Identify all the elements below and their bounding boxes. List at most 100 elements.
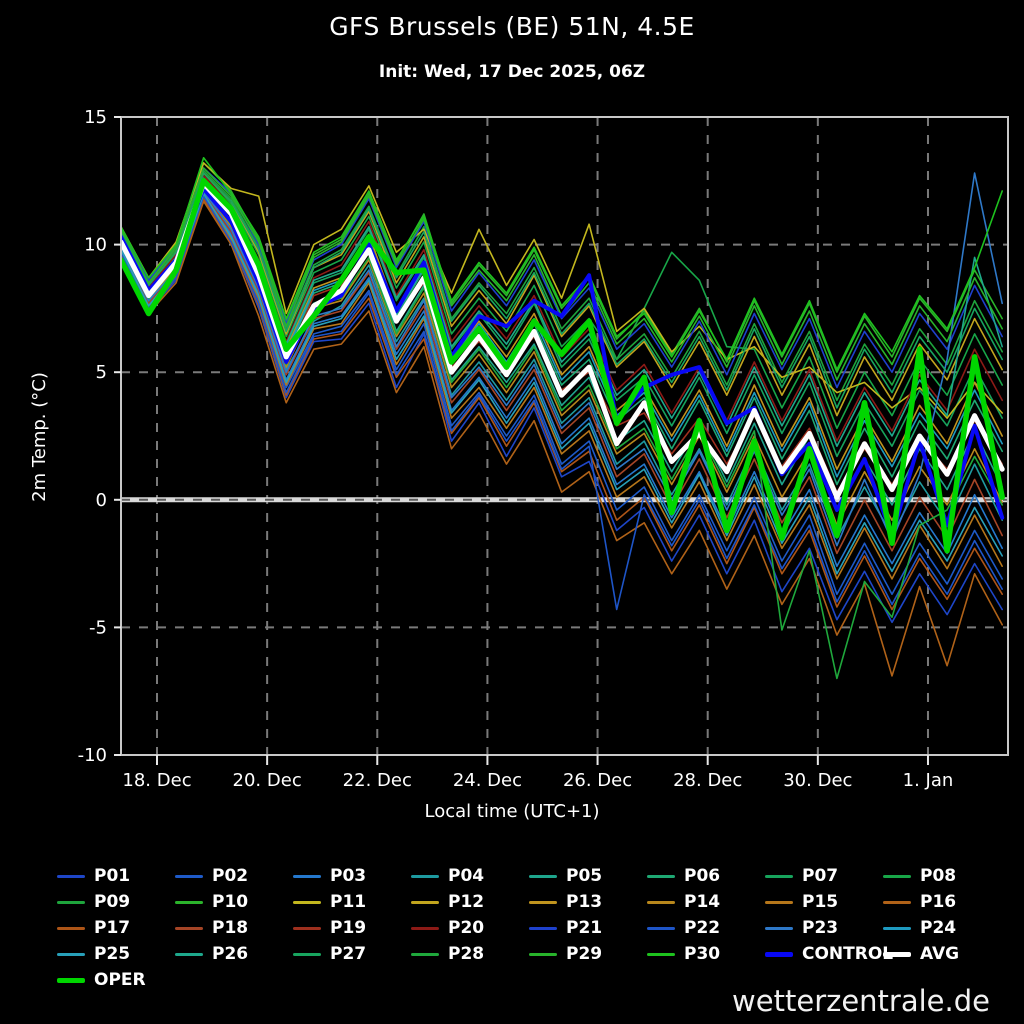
legend-item-p14: P14 (647, 892, 765, 912)
legend-item-p01: P01 (57, 866, 175, 886)
legend-swatch-p26 (175, 952, 203, 956)
x-axis-label: Local time (UTC+1) (424, 801, 600, 822)
legend-swatch-p08 (883, 874, 911, 878)
legend-label-p30: P30 (684, 944, 721, 964)
y-tick-label: 0 (96, 490, 107, 511)
legend-swatch-p02 (175, 874, 203, 878)
legend-item-avg: AVG (883, 944, 1001, 964)
series-group (121, 157, 1005, 680)
legend-item-p03: P03 (293, 866, 411, 886)
legend-swatch-p04 (411, 874, 439, 878)
legend-swatch-p16 (883, 900, 911, 904)
legend-item-p13: P13 (529, 892, 647, 912)
x-tick-label: 18. Dec (122, 770, 191, 791)
legend-swatch-p22 (647, 926, 675, 930)
legend-swatch-p07 (765, 874, 793, 878)
x-tick-label: 26. Dec (563, 770, 632, 791)
series-p10 (121, 162, 1004, 374)
legend-item-p30: P30 (647, 944, 765, 964)
legend-label-p05: P05 (566, 866, 603, 886)
series-p12 (121, 172, 1004, 417)
legend-label-p09: P09 (94, 892, 131, 912)
legend-swatch-p19 (293, 926, 321, 930)
legend-item-p26: P26 (175, 944, 293, 964)
x-tick-label: 28. Dec (673, 770, 742, 791)
legend-item-p29: P29 (529, 944, 647, 964)
legend-swatch-avg (883, 951, 911, 957)
legend-label-p08: P08 (920, 866, 957, 886)
legend-swatch-p12 (411, 900, 439, 904)
series-p11 (121, 162, 1004, 419)
y-tick-label: -10 (78, 745, 107, 766)
legend-label-p23: P23 (802, 918, 839, 938)
y-tick-label: 10 (84, 235, 107, 256)
legend-label-p25: P25 (94, 944, 131, 964)
legend-item-p15: P15 (765, 892, 883, 912)
legend-item-p04: P04 (411, 866, 529, 886)
legend-item-p07: P07 (765, 866, 883, 886)
legend-item-p20: P20 (411, 918, 529, 938)
legend-label-p13: P13 (566, 892, 603, 912)
legend-swatch-oper (57, 977, 85, 983)
legend-label-p11: P11 (330, 892, 367, 912)
legend-item-p08: P08 (883, 866, 1001, 886)
legend-item-p09: P09 (57, 892, 175, 912)
legend-swatch-p01 (57, 874, 85, 878)
legend-label-p27: P27 (330, 944, 367, 964)
legend-swatch-p11 (293, 900, 321, 904)
legend-label-p21: P21 (566, 918, 603, 938)
legend-label-p16: P16 (920, 892, 957, 912)
y-tick-label: 15 (84, 107, 107, 128)
y-tick-label: -5 (89, 617, 107, 638)
legend-label-control: CONTROL (802, 944, 894, 964)
legend-item-p21: P21 (529, 918, 647, 938)
legend-label-p19: P19 (330, 918, 367, 938)
legend-swatch-p23 (765, 926, 793, 930)
series-p25 (121, 192, 1004, 575)
legend-item-p05: P05 (529, 866, 647, 886)
legend-swatch-p28 (411, 952, 439, 956)
x-tick-label: 1. Jan (903, 770, 954, 791)
legend-item-p11: P11 (293, 892, 411, 912)
legend-swatch-p09 (57, 900, 85, 904)
legend-item-p24: P24 (883, 918, 1001, 938)
x-tick-label: 22. Dec (343, 770, 412, 791)
legend-label-p12: P12 (448, 892, 485, 912)
series-p09 (121, 169, 1004, 402)
chart-subtitle: Init: Wed, 17 Dec 2025, 06Z (378, 62, 646, 82)
legend-label-p10: P10 (212, 892, 249, 912)
legend-swatch-p18 (175, 926, 203, 930)
legend-label-p01: P01 (94, 866, 131, 886)
legend-swatch-p14 (647, 900, 675, 904)
legend-item-p18: P18 (175, 918, 293, 938)
legend-label-avg: AVG (920, 944, 960, 964)
legend-item-p10: P10 (175, 892, 293, 912)
legend-swatch-p21 (529, 926, 557, 930)
y-tick-label: 5 (96, 362, 107, 383)
legend-item-p27: P27 (293, 944, 411, 964)
legend: P01 P02 P03 P04 P05 P06 P07 P08 P09 P10 P11 P12 P13 P… (57, 866, 1009, 990)
watermark: wetterzentrale.de (732, 984, 990, 1018)
legend-label-p07: P07 (802, 866, 839, 886)
series-p27 (121, 172, 1004, 409)
legend-item-p22: P22 (647, 918, 765, 938)
legend-label-p18: P18 (212, 918, 249, 938)
legend-swatch-p06 (647, 874, 675, 878)
series-p08 (121, 172, 1004, 430)
x-tick-label: 30. Dec (783, 770, 852, 791)
legend-swatch-p30 (647, 952, 675, 956)
legend-label-p06: P06 (684, 866, 721, 886)
legend-item-oper: OPER (57, 970, 175, 990)
legend-swatch-p24 (883, 926, 911, 930)
legend-label-p02: P02 (212, 866, 249, 886)
series-p23 (121, 172, 1004, 547)
legend-swatch-control (765, 951, 793, 957)
legend-swatch-p10 (175, 900, 203, 904)
legend-label-p22: P22 (684, 918, 721, 938)
legend-label-p03: P03 (330, 866, 367, 886)
plot-frame (120, 116, 1009, 756)
gridlines (121, 117, 1008, 755)
legend-swatch-p15 (765, 900, 793, 904)
chart-title: GFS Brussels (BE) 51N, 4.5E (329, 12, 695, 41)
